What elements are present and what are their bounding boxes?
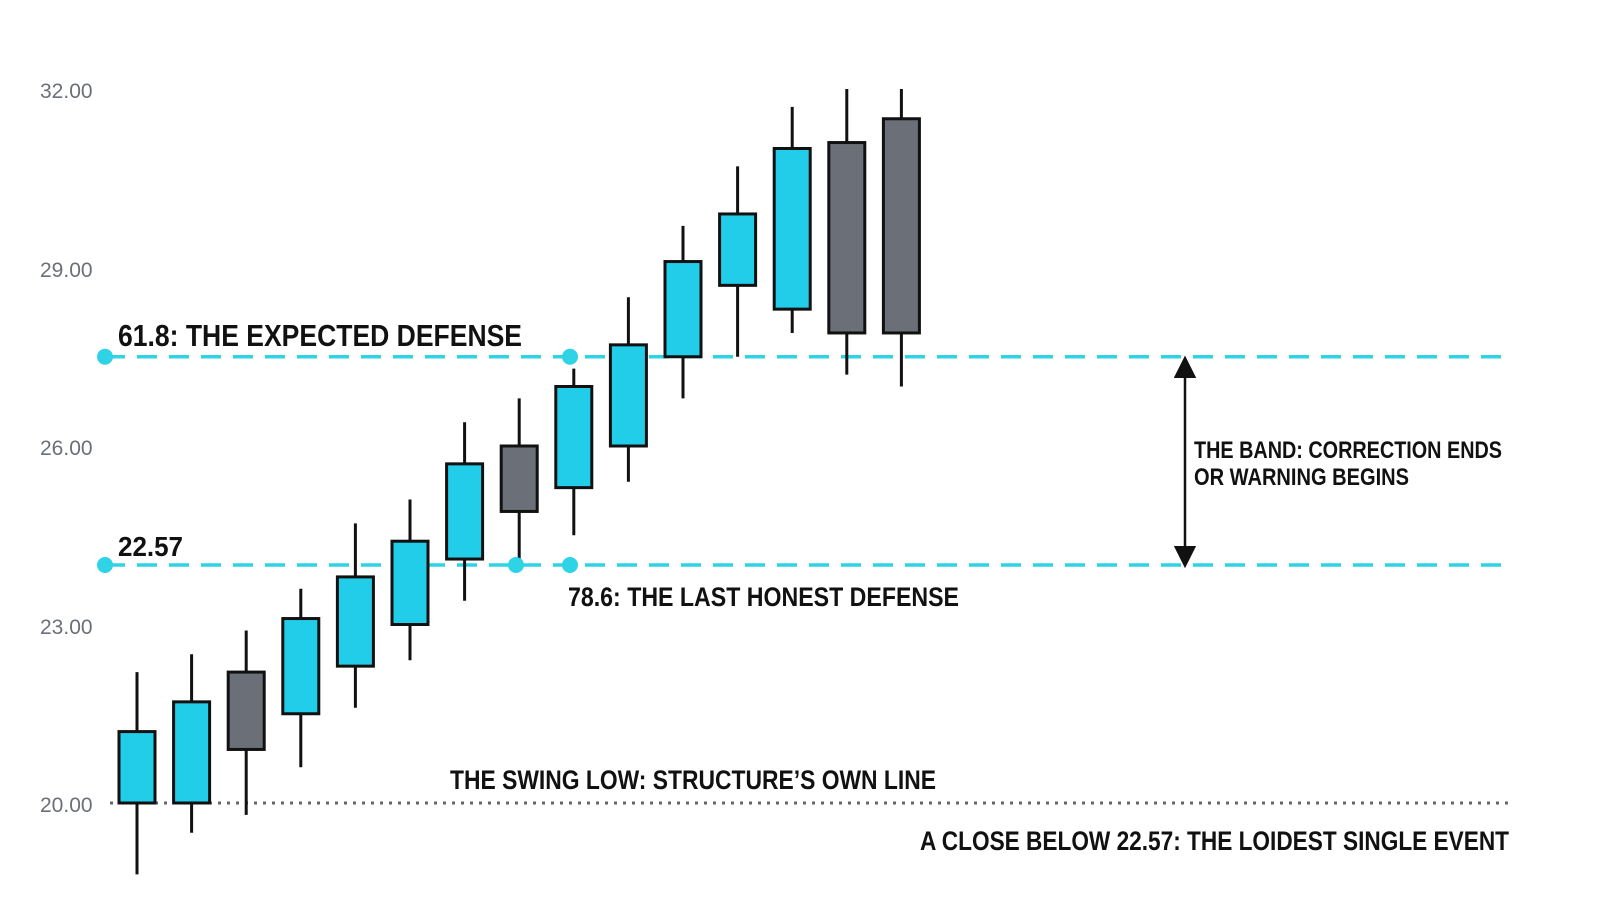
y-tick-label: 23.00 [40,616,93,639]
fib-786-dot [97,557,113,573]
candle-body [663,260,703,359]
candle-body [172,700,212,805]
candle [718,166,758,357]
fib-786-label: 78.6: THE LAST HONEST DEFENSE [568,582,959,612]
band-annotation-line-2: OR WARNING BEGINS [1194,464,1409,491]
candle-body [335,575,375,668]
candle [117,672,157,875]
fib-618-dot [562,348,578,365]
candle [390,499,430,661]
candle [281,588,321,768]
candle-body [554,385,594,490]
candle-body [718,212,758,287]
candle [881,89,921,387]
candle [335,523,375,708]
fib-786-dot [562,557,578,573]
candle-body [608,343,648,448]
band-annotation-line-1: THE BAND: CORRECTION ENDS [1194,437,1502,464]
candle [226,630,266,815]
candle-body [827,141,867,335]
candle-body [881,117,921,335]
candle-body [499,444,539,513]
footer-note: A CLOSE BELOW 22.57: THE LOIDEST SINGLE … [920,826,1509,856]
y-tick-label: 32.00 [40,80,93,103]
candle-body [281,617,321,716]
fib-786-dot [508,557,524,573]
candle [608,297,648,482]
candle-body [445,462,485,561]
swing-low-label: THE SWING LOW: STRUCTURE’S OWN LINE [450,765,936,795]
candle [772,106,812,333]
candle [172,654,212,833]
candle [827,89,867,375]
fib-618-label: 61.8: THE EXPECTED DEFENSE [118,318,522,353]
candle [445,422,485,601]
candle-body [390,539,430,627]
y-tick-label: 26.00 [40,437,93,460]
y-axis: 20.00 23.00 26.00 29.00 32.00 [40,80,93,817]
candle [499,398,539,560]
y-tick-label: 29.00 [40,259,93,282]
y-tick-label: 20.00 [40,794,93,817]
candle-body [117,730,157,805]
fib-618-dot [97,348,113,365]
fib-786-price-label: 22.57 [118,531,183,562]
candle-body [772,147,812,311]
candles [117,89,921,875]
candle-body [226,670,266,751]
candle [663,225,703,399]
candle [554,368,594,536]
